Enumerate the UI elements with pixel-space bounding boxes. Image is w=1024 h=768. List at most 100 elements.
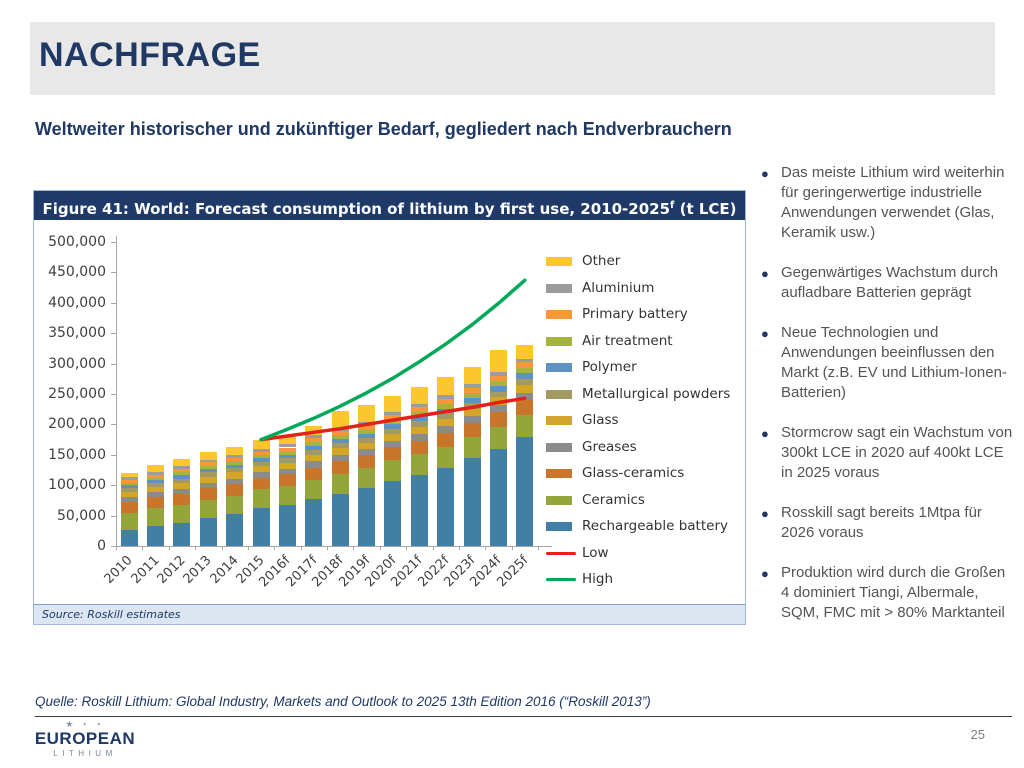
bullet-marker-icon: ● — [761, 566, 769, 581]
bar-segment — [463, 366, 481, 385]
bar-segment — [252, 448, 270, 452]
legend-swatch-polymer — [546, 363, 572, 372]
bar-segment — [331, 454, 349, 461]
bar-segment — [305, 479, 323, 500]
bar-segment — [358, 449, 376, 456]
bar-segment — [226, 468, 244, 473]
bullet-item: ● Gegenwärtiges Wachstum durch aufladbare… — [757, 263, 1015, 303]
legend-item: Air treatment — [546, 333, 741, 349]
bar-segment — [489, 372, 507, 376]
bar-segment — [384, 440, 402, 447]
bar-segment — [147, 477, 165, 481]
logo-stars-icon: ★ ⋆ ⋆ — [65, 719, 105, 729]
legend-label: Polymer — [582, 359, 637, 375]
bar-segment — [384, 480, 402, 546]
legend-label: Rechargeable battery — [582, 518, 728, 534]
page-number: 25 — [970, 727, 985, 742]
bar-segment — [410, 454, 428, 475]
y-axis-tick — [111, 363, 116, 365]
figure-box: Figure 41: World: Forecast consumption o… — [33, 190, 746, 625]
bar-segment — [120, 479, 138, 483]
figure-source-text: Source: Roskill estimates — [42, 608, 181, 621]
bar-segment — [358, 429, 376, 434]
bar-segment — [463, 393, 481, 398]
legend-label: Glass — [582, 412, 619, 428]
bar-segment — [226, 461, 244, 465]
bar-segment — [278, 444, 296, 448]
y-axis-tick — [111, 272, 116, 274]
bar-segment — [516, 378, 534, 385]
bar-segment — [358, 468, 376, 489]
bar-segment — [305, 461, 323, 468]
bar-segment — [410, 474, 428, 546]
bar-segment — [147, 474, 165, 478]
legend-swatch-primary-battery — [546, 310, 572, 319]
legend-swatch-ceramics — [546, 495, 572, 505]
bar-segment — [410, 403, 428, 408]
bar-segment — [252, 455, 270, 459]
bar-segment — [120, 488, 138, 492]
european-lithium-logo: ★ ⋆ ⋆ EUROPEAN LITHIUM — [33, 719, 137, 759]
bar-segment — [120, 497, 138, 503]
bar-segment — [120, 482, 138, 486]
bar-segment — [226, 446, 244, 455]
legend-label: Greases — [582, 438, 637, 455]
bar-segment — [358, 488, 376, 546]
y-axis-tick-label: 350,000 — [48, 325, 106, 342]
bar-segment — [252, 472, 270, 478]
legend-swatch-air-treatment — [546, 336, 572, 346]
bar-segment — [410, 434, 428, 441]
logo-subtext: LITHIUM — [53, 749, 117, 758]
x-axis-tick — [247, 546, 249, 550]
x-axis-tick — [353, 546, 355, 550]
bar-segment — [384, 420, 402, 424]
bullet-text: Gegenwärtiges Wachstum durch aufladbare … — [781, 264, 999, 301]
bar-segment — [437, 468, 455, 546]
bullet-item: ● Das meiste Lithium wird weiterhin für g… — [757, 163, 1015, 243]
bar-segment — [437, 398, 455, 405]
legend-swatch-rechargeable-battery — [546, 522, 572, 531]
bar-segment — [147, 525, 165, 546]
bar-segment — [252, 451, 270, 456]
legend-label: Glass-ceramics — [582, 465, 685, 481]
y-axis-tick — [111, 546, 116, 547]
x-axis-tick — [432, 546, 434, 550]
x-axis-tick — [274, 546, 276, 550]
y-axis-tick-label: 50,000 — [57, 507, 106, 524]
legend-label: Aluminium — [582, 279, 655, 296]
bar-segment — [120, 473, 138, 478]
bar-segment — [331, 438, 349, 444]
bar-segment — [516, 358, 534, 363]
header-band: NACHFRAGE — [30, 22, 995, 95]
y-axis-tick-label: 250,000 — [48, 386, 106, 402]
bar-segment — [463, 384, 481, 388]
bar-segment — [358, 404, 376, 422]
bar-segment — [384, 415, 402, 421]
bar-segment — [516, 368, 534, 374]
legend-item: Low — [546, 545, 741, 561]
bar-segment — [331, 473, 349, 494]
legend-item: Rechargeable battery — [546, 518, 741, 534]
legend-item: Metallurgical powders — [546, 386, 741, 402]
bar-segment — [410, 386, 428, 404]
legend-swatch-high — [546, 578, 576, 581]
bar-segment — [199, 488, 217, 500]
bar-segment — [463, 416, 481, 424]
bar-segment — [489, 350, 507, 373]
bar-segment — [437, 408, 455, 414]
bullet-marker-icon: ● — [761, 326, 769, 341]
legend-item: Greases — [546, 439, 741, 455]
x-axis-tick — [406, 546, 408, 550]
page-title: NACHFRAGE — [39, 36, 261, 74]
bar-segment — [437, 376, 455, 396]
bar-segment — [305, 467, 323, 480]
bullet-marker-icon: ● — [761, 506, 769, 521]
bar-segment — [516, 414, 534, 437]
bar-segment — [252, 439, 270, 449]
bar-segment — [516, 400, 534, 415]
x-axis-tick — [168, 546, 170, 550]
bar-segment — [305, 499, 323, 546]
bar-segment — [358, 421, 376, 425]
bar-segment — [199, 499, 217, 519]
